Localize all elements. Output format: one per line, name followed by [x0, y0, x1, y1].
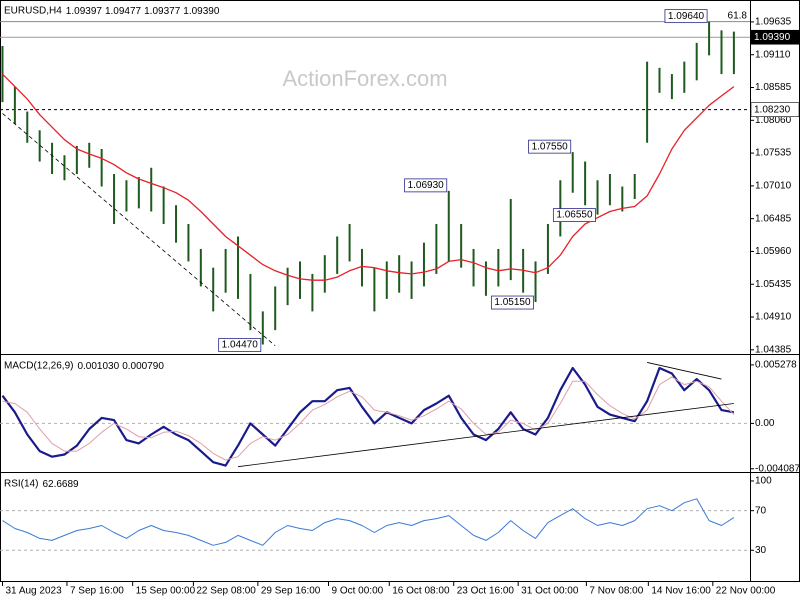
y-tick-label: 1.09110 — [755, 49, 791, 60]
x-tick-label: 23 Oct 16:00 — [457, 586, 515, 597]
y-tick-label: 1.07010 — [755, 181, 792, 192]
x-tick-label: 7 Sep 16:00 — [70, 586, 124, 597]
price-tag — [750, 29, 800, 45]
x-tick-label: 7 Nov 08:00 — [589, 586, 643, 597]
quote-value: 1.09397 — [66, 6, 103, 17]
x-tick-label: 16 Oct 08:00 — [392, 586, 450, 597]
price-tag-label: 1.08230 — [754, 104, 791, 115]
annotation-label: 1.06930 — [408, 180, 445, 191]
y-tick-label: 1.08585 — [755, 82, 792, 93]
y-tick-label: 1.05435 — [755, 279, 792, 290]
annotation-box — [218, 338, 262, 352]
x-tick-label: 9 Oct 00:00 — [332, 586, 384, 597]
x-tick-label: 15 Sep 00:00 — [136, 586, 196, 597]
y-tick-label: 1.04910 — [755, 312, 792, 323]
trendline — [2, 113, 276, 347]
x-tick-label: 31 Aug 2023 — [5, 586, 62, 597]
panel-title: RSI(14) 62.6689 — [4, 479, 79, 490]
y-tick-label: 1.05960 — [755, 246, 792, 257]
annotation-box — [664, 9, 708, 24]
y-tick-label: 1.09635 — [755, 17, 792, 28]
annotation-box — [404, 178, 448, 193]
fib-label: 61.8 — [728, 10, 748, 21]
y-tick-label: 0.00 — [755, 418, 775, 429]
panel-title: MACD(12,26,9) 0.001030 0.000790 — [4, 361, 164, 372]
series-line — [2, 376, 735, 461]
x-tick-label: 31 Oct 00:00 — [521, 586, 579, 597]
y-tick-label: 1.08060 — [755, 115, 792, 126]
quote-value: 62.6689 — [42, 479, 79, 490]
annotation-box — [552, 208, 596, 223]
quote-value: 1.09477 — [105, 6, 142, 17]
watermark: ActionForex.com — [282, 66, 447, 91]
y-tick-label: -0.004087 — [755, 463, 800, 474]
y-tick-label: 1.04385 — [755, 344, 792, 355]
annotation-label: 1.06550 — [556, 210, 593, 221]
quote-value: 0.001030 — [77, 361, 119, 372]
y-tick-label: 0.005278 — [755, 360, 797, 371]
y-tick-label: 100 — [755, 476, 772, 487]
series-line — [2, 498, 735, 546]
annotation-box — [490, 295, 534, 310]
series-line — [1, 366, 735, 467]
series-line — [2, 73, 735, 281]
annotation-label: 1.07550 — [532, 141, 569, 152]
price-tag — [750, 102, 800, 117]
annotation-label: 1.09640 — [668, 11, 705, 22]
x-tick-label: 22 Sep 08:00 — [196, 586, 256, 597]
x-tick-label: 14 Nov 16:00 — [651, 586, 711, 597]
quote-value: 1.09390 — [183, 6, 220, 17]
trendline — [647, 362, 722, 380]
quote-value: 0.000790 — [122, 361, 164, 372]
annotation-label: 1.05150 — [494, 297, 531, 308]
y-tick-label: 1.06485 — [755, 213, 792, 224]
price-tag-label: 1.09390 — [754, 32, 791, 43]
x-tick-label: 22 Nov 00:00 — [716, 586, 776, 597]
y-tick-label: 30 — [755, 545, 767, 556]
annotation-box — [528, 139, 572, 154]
x-tick-label: 29 Sep 16:00 — [261, 586, 321, 597]
y-tick-label: 70 — [755, 505, 767, 516]
panel-title: EURUSD,H4 1.09397 1.09477 1.09377 1.09390 — [4, 6, 220, 17]
quote-value: 1.09377 — [144, 6, 181, 17]
annotation-label: 1.04470 — [222, 340, 259, 351]
y-tick-label: 1.07535 — [755, 148, 792, 159]
trendline — [237, 403, 734, 468]
